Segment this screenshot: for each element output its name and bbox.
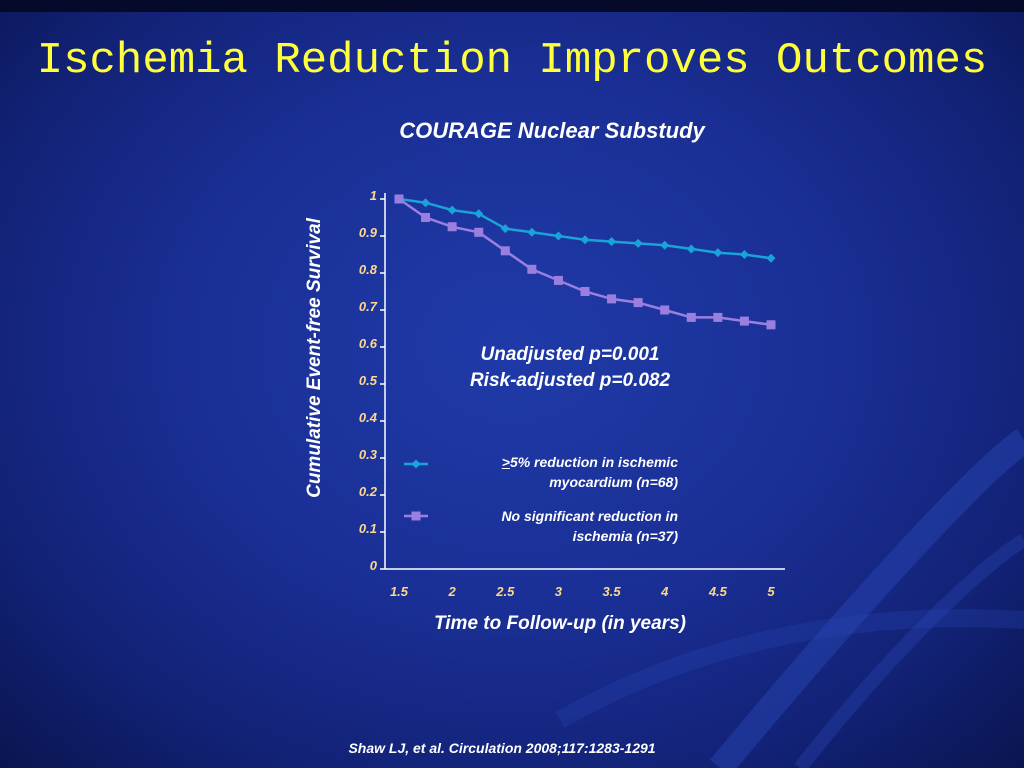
series-1-point [633, 238, 643, 248]
x-tick-label: 5 [767, 584, 775, 599]
legend-marker-square [411, 511, 421, 521]
legend-series2-line2: ischemia (n=37) [572, 528, 678, 544]
series-2-point [421, 213, 431, 222]
series-1-point [607, 237, 617, 247]
y-tick-label: 1 [370, 188, 377, 203]
series-2-point [739, 316, 749, 326]
series-1-point [739, 250, 749, 259]
series-2-point [527, 264, 537, 274]
citation: Shaw LJ, et al. Circulation 2008;117:128… [348, 740, 656, 756]
series-2-point [580, 287, 590, 296]
x-tick-label: 3 [555, 584, 563, 599]
x-axis-title: Time to Follow-up (in years) [434, 613, 686, 634]
legend-series1-prefix: > [501, 454, 510, 470]
series-2-point [500, 246, 510, 256]
chart-subtitle: COURAGE Nuclear Substudy [399, 118, 705, 143]
legend-marker-diamond [411, 459, 421, 469]
series-1-point [660, 240, 670, 250]
y-tick-label: 0 [370, 558, 378, 573]
series-1-point [553, 231, 563, 241]
y-tick-label: 0.2 [359, 484, 378, 499]
series-2-point [553, 275, 563, 285]
slide-title: Ischemia Reduction Improves Outcomes [36, 36, 988, 86]
x-tick-label: 1.5 [390, 584, 409, 599]
legend-series1-line1: 5% reduction in ischemic [509, 454, 678, 470]
y-tick-label: 0.3 [359, 447, 378, 462]
series-1-point [474, 209, 484, 219]
legend-series2-label: No significant reduction in ischemia (n=… [430, 506, 678, 546]
series-2-point [394, 194, 404, 204]
series-2-point [766, 320, 776, 330]
series-2-point [660, 305, 670, 315]
legend-series1-line2: myocardium (n=68) [549, 474, 678, 490]
y-tick-label: 0.4 [359, 410, 378, 425]
p-value-adjusted: Risk-adjusted p=0.082 [469, 370, 671, 391]
legend-series1-label: >5% reduction in ischemic myocardium (n=… [430, 452, 678, 492]
series-1-point [447, 205, 457, 215]
x-tick-label: 4.5 [708, 584, 728, 599]
top-bar [0, 0, 1024, 12]
series-2-point [633, 298, 643, 308]
p-value-unadjusted: Unadjusted p=0.001 [480, 344, 660, 365]
y-tick-label: 0.9 [359, 225, 378, 240]
y-tick-label: 0.5 [359, 373, 378, 388]
series-2-point [474, 227, 484, 237]
x-tick-label: 4 [660, 584, 669, 599]
y-tick-label: 0.1 [359, 521, 377, 536]
series-1-point [580, 235, 590, 245]
x-tick-label: 2.5 [495, 584, 515, 599]
series-1-point [527, 227, 537, 237]
series-2-point [607, 294, 617, 304]
y-tick-label: 0.7 [359, 299, 378, 314]
series-1-point [500, 224, 510, 234]
y-tick-label: 0.8 [359, 262, 378, 277]
series-1-point [713, 248, 723, 258]
series-line-2 [398, 197, 772, 327]
series-1-point [686, 244, 696, 254]
series-2-point [686, 312, 696, 322]
legend-series2-line1: No significant reduction in [501, 508, 678, 524]
x-tick-label: 2 [448, 584, 457, 599]
series-2-point [713, 312, 723, 322]
x-tick-label: 3.5 [603, 584, 622, 599]
y-axis-title: Cumulative Event-free Survival [304, 217, 325, 498]
series-1-point [421, 198, 431, 208]
series-1-point [766, 253, 776, 263]
y-tick-label: 0.6 [359, 336, 378, 351]
series-2-point [447, 222, 457, 232]
